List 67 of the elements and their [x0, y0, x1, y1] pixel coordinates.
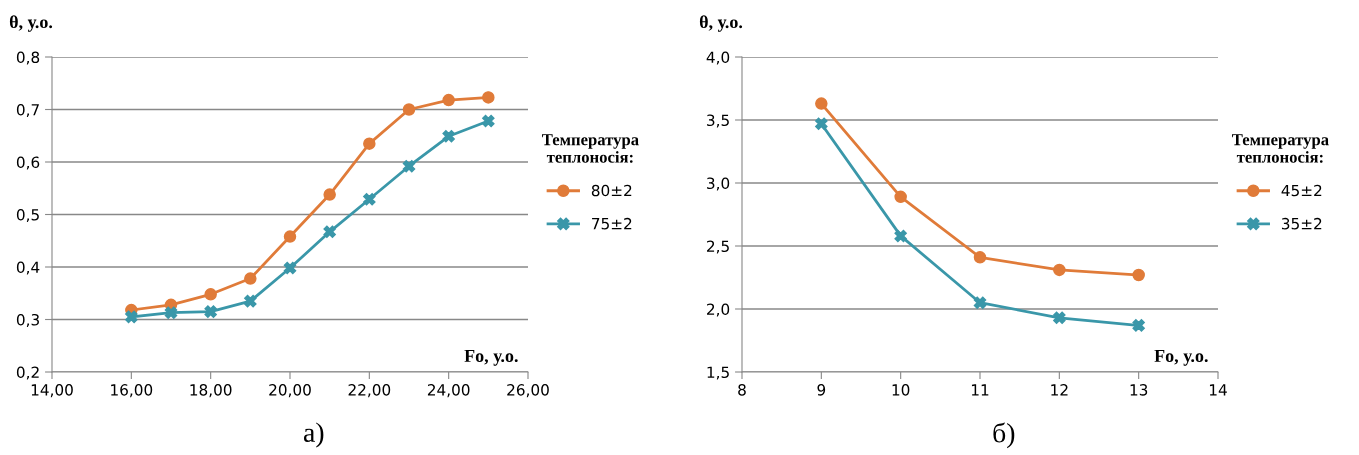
point [1132, 268, 1145, 282]
point [973, 251, 987, 264]
point [894, 229, 907, 243]
point [442, 93, 455, 107]
x-tick-label: 9 [817, 384, 826, 396]
point [1053, 263, 1066, 277]
point [973, 296, 987, 309]
x-tick-label: 11 [971, 384, 989, 396]
point [482, 91, 495, 104]
point [244, 294, 257, 308]
point [363, 193, 376, 206]
y-axis-title: θ, у.о. [9, 15, 53, 32]
x-axis-title: Fo, у.о. [1154, 349, 1208, 366]
y-tick-label: 0,4 [16, 261, 40, 275]
y-tick-label: 3,5 [707, 114, 729, 128]
point [204, 288, 217, 301]
y-tick-label: 0,7 [16, 103, 39, 118]
text: а) [303, 422, 324, 448]
legend-label: 45±2 [1281, 184, 1322, 197]
point [244, 272, 257, 285]
point [363, 137, 376, 150]
legend-label: 35±2 [1281, 217, 1322, 230]
legend-label: 80±2 [591, 184, 632, 197]
legend-label: 75±2 [592, 217, 632, 230]
y-tick-label: 3,0 [707, 177, 730, 191]
y-tick-label: 0,5 [16, 208, 39, 223]
y-tick-label: 0,3 [16, 313, 39, 328]
point [283, 261, 297, 275]
x-tick-label: 8 [738, 384, 746, 396]
x-tick-label: 12 [1051, 384, 1068, 396]
x-tick-label: 16,00 [111, 384, 153, 398]
y-tick-label: 0,8 [16, 51, 40, 65]
x-tick-label: 10 [892, 384, 910, 396]
point [125, 310, 138, 324]
point [283, 230, 297, 243]
x-tick-label: 22,00 [348, 384, 391, 398]
point [1053, 311, 1066, 325]
y-tick-label: 1,5 [707, 366, 729, 380]
point [815, 97, 828, 110]
x-tick-label: 24,00 [427, 384, 470, 398]
x-tick-label: 18,00 [190, 384, 232, 398]
x-axis-title: Fo, у.о. [464, 349, 518, 366]
y-tick-label: 4,0 [706, 51, 730, 65]
x-tick-label: 14,00 [31, 384, 73, 398]
x-tick-label: 14 [1209, 384, 1227, 396]
point [204, 305, 217, 318]
point [894, 190, 907, 204]
legend-title: Температура теплоносія: [1232, 134, 1329, 163]
point [323, 225, 336, 239]
point [1132, 319, 1145, 332]
x-tick-label: 20,00 [269, 384, 311, 398]
point [815, 117, 828, 131]
point [402, 159, 416, 173]
point [482, 114, 495, 128]
point [402, 103, 416, 116]
x-tick-label: 26,00 [507, 384, 549, 398]
y-tick-label: 0,6 [16, 156, 40, 170]
point [442, 130, 455, 143]
y-tick-label: 2,0 [707, 303, 730, 317]
y-tick-label: 2,5 [707, 240, 729, 254]
x-tick-label: 13 [1130, 384, 1148, 396]
legend-title: Температура теплоносія: [542, 134, 639, 163]
text: б) [993, 422, 1015, 449]
y-axis-title: θ, у.о. [699, 15, 743, 32]
point [164, 306, 178, 319]
y-tick-label: 0,2 [16, 366, 39, 380]
point [323, 188, 336, 201]
